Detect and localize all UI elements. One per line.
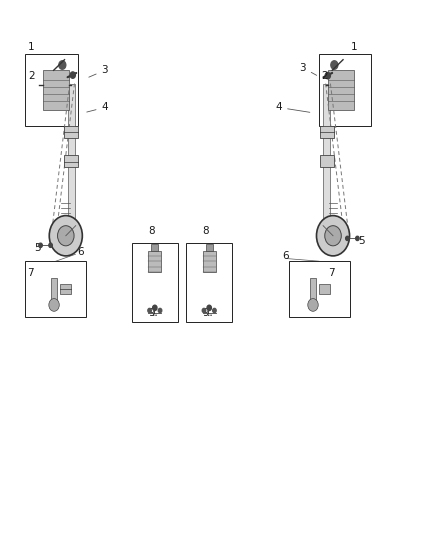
Bar	[148, 251, 161, 272]
Text: 8: 8	[148, 226, 155, 236]
Text: 7: 7	[328, 268, 335, 278]
Bar	[25, 54, 78, 126]
Bar	[321, 155, 334, 167]
Text: 2: 2	[28, 70, 35, 80]
Bar	[151, 244, 158, 251]
Circle shape	[325, 225, 341, 246]
Text: 3: 3	[89, 66, 108, 77]
Circle shape	[331, 61, 338, 69]
Text: 5: 5	[358, 236, 365, 246]
Circle shape	[202, 309, 206, 313]
Circle shape	[325, 72, 330, 79]
Bar	[319, 284, 330, 294]
Bar	[328, 70, 354, 110]
Text: 3: 3	[300, 63, 317, 75]
Circle shape	[49, 298, 59, 311]
Circle shape	[356, 236, 359, 240]
Text: 2: 2	[321, 70, 328, 80]
Bar	[289, 261, 350, 317]
Circle shape	[59, 61, 66, 69]
Bar	[311, 278, 316, 302]
Circle shape	[49, 243, 52, 247]
Bar	[186, 243, 232, 322]
Text: 5: 5	[34, 243, 41, 253]
Bar	[132, 243, 178, 322]
Text: ••: ••	[151, 313, 158, 318]
Text: 4: 4	[87, 102, 108, 112]
Bar	[64, 155, 78, 167]
Text: 9: 9	[148, 308, 155, 318]
Bar	[64, 126, 78, 138]
Bar	[43, 70, 69, 110]
Text: 7: 7	[28, 268, 34, 278]
Bar	[321, 126, 334, 138]
Bar	[206, 244, 213, 251]
Bar	[25, 261, 86, 317]
Circle shape	[308, 298, 318, 311]
Circle shape	[317, 216, 350, 256]
Text: 4: 4	[276, 102, 310, 112]
Bar	[319, 54, 371, 126]
Bar	[67, 84, 75, 232]
Circle shape	[158, 309, 162, 313]
Circle shape	[148, 309, 151, 313]
Text: 1: 1	[350, 42, 357, 52]
Circle shape	[70, 72, 75, 78]
Bar	[203, 251, 216, 272]
Bar	[51, 278, 57, 302]
Text: 8: 8	[203, 226, 209, 236]
Circle shape	[207, 305, 212, 311]
Bar	[322, 84, 330, 232]
Bar	[60, 284, 71, 294]
Circle shape	[346, 236, 349, 240]
Circle shape	[39, 243, 42, 247]
Circle shape	[57, 225, 74, 246]
Text: 6: 6	[78, 247, 84, 257]
Text: 1: 1	[28, 42, 34, 52]
Text: 9: 9	[203, 308, 209, 318]
Circle shape	[49, 216, 82, 256]
Text: 6: 6	[282, 251, 289, 261]
Text: ••: ••	[206, 313, 212, 318]
Circle shape	[213, 309, 216, 313]
Circle shape	[152, 305, 157, 311]
